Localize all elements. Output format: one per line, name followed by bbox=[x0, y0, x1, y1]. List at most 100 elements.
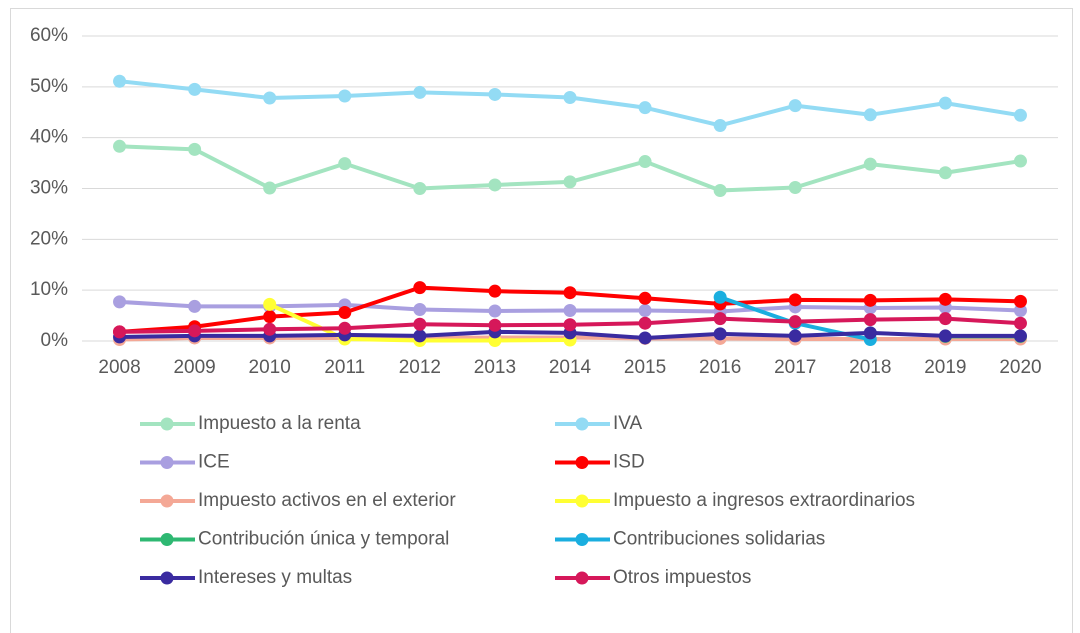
legend-marker bbox=[160, 571, 174, 585]
data-point bbox=[113, 295, 127, 309]
y-tick-label: 60% bbox=[30, 25, 68, 46]
data-point bbox=[188, 324, 202, 338]
data-point bbox=[788, 329, 802, 343]
data-point bbox=[863, 293, 877, 307]
data-point bbox=[413, 317, 427, 331]
data-point bbox=[113, 139, 127, 153]
data-point bbox=[713, 327, 727, 341]
data-point bbox=[938, 96, 952, 110]
legend-marker bbox=[575, 417, 589, 431]
data-point bbox=[338, 157, 352, 171]
data-point bbox=[188, 82, 202, 96]
data-point bbox=[638, 316, 652, 330]
legend-label: Impuesto activos en el exterior bbox=[198, 490, 456, 511]
data-point bbox=[788, 293, 802, 307]
data-point bbox=[413, 281, 427, 295]
legend-marker bbox=[575, 494, 589, 508]
data-point bbox=[1013, 154, 1027, 168]
data-point bbox=[638, 101, 652, 115]
data-point bbox=[338, 321, 352, 335]
data-point bbox=[413, 182, 427, 195]
data-point bbox=[1013, 304, 1027, 317]
data-point bbox=[413, 302, 427, 316]
x-tick-label: 2017 bbox=[774, 357, 816, 378]
legend-label: Contribuciones solidarias bbox=[613, 529, 825, 550]
x-tick-label: 2012 bbox=[399, 357, 441, 378]
data-point bbox=[713, 184, 727, 198]
data-point bbox=[413, 85, 427, 99]
data-point bbox=[488, 87, 502, 101]
data-point bbox=[863, 326, 877, 340]
legend-marker bbox=[160, 494, 174, 508]
x-tick-label: 2015 bbox=[624, 357, 666, 378]
data-point bbox=[1013, 108, 1027, 122]
data-point bbox=[488, 284, 502, 298]
data-point bbox=[638, 331, 652, 345]
data-point bbox=[938, 329, 952, 343]
legend-marker bbox=[160, 417, 174, 431]
data-point bbox=[638, 291, 652, 305]
legend-label: IVA bbox=[613, 413, 643, 434]
data-point bbox=[713, 312, 727, 326]
data-point bbox=[1013, 329, 1027, 343]
data-point bbox=[338, 89, 352, 103]
data-point bbox=[563, 91, 577, 105]
data-point bbox=[863, 313, 877, 327]
data-point bbox=[188, 299, 202, 313]
data-point bbox=[563, 175, 577, 189]
data-point bbox=[713, 118, 727, 132]
x-tick-label: 2020 bbox=[999, 357, 1041, 378]
y-tick-label: 10% bbox=[30, 279, 68, 300]
legend-marker bbox=[160, 456, 174, 469]
x-tick-label: 2010 bbox=[249, 357, 291, 378]
y-tick-label: 20% bbox=[30, 228, 68, 249]
data-point bbox=[263, 181, 277, 195]
data-point bbox=[488, 318, 502, 332]
data-point bbox=[938, 292, 952, 306]
legend-marker bbox=[575, 571, 589, 585]
x-tick-label: 2009 bbox=[173, 357, 215, 378]
data-point bbox=[113, 74, 127, 88]
legend-marker bbox=[160, 533, 174, 546]
data-point bbox=[938, 312, 952, 326]
legend-label: ICE bbox=[198, 452, 230, 473]
data-point bbox=[638, 304, 652, 317]
data-point bbox=[638, 155, 652, 169]
y-tick-label: 50% bbox=[30, 76, 68, 97]
x-tick-label: 2019 bbox=[924, 357, 966, 378]
legend-marker bbox=[575, 456, 589, 469]
y-tick-label: 40% bbox=[30, 127, 68, 148]
data-point bbox=[563, 304, 577, 317]
data-point bbox=[263, 310, 277, 324]
y-tick-label: 0% bbox=[41, 330, 69, 351]
x-tick-label: 2013 bbox=[474, 357, 516, 378]
chart-border bbox=[10, 8, 1073, 633]
x-tick-label: 2014 bbox=[549, 357, 592, 378]
data-point bbox=[1013, 316, 1027, 330]
legend-label: Contribución única y temporal bbox=[198, 529, 449, 550]
data-point bbox=[413, 329, 427, 343]
data-point bbox=[263, 297, 277, 311]
data-point bbox=[488, 178, 502, 192]
data-point bbox=[488, 304, 502, 318]
data-point bbox=[788, 315, 802, 329]
data-point bbox=[263, 322, 277, 336]
data-point bbox=[713, 290, 727, 304]
data-point bbox=[1013, 294, 1027, 308]
data-point bbox=[188, 142, 202, 156]
data-point bbox=[788, 180, 802, 194]
legend-label: Intereses y multas bbox=[198, 567, 352, 588]
data-point bbox=[263, 91, 277, 105]
data-point bbox=[788, 99, 802, 113]
data-point bbox=[938, 166, 952, 180]
legend-label: ISD bbox=[613, 452, 645, 473]
data-point bbox=[338, 306, 352, 320]
legend-label: Otros impuestos bbox=[613, 567, 751, 588]
legend-label: Impuesto a la renta bbox=[198, 413, 361, 434]
data-point bbox=[863, 108, 877, 122]
x-tick-label: 2008 bbox=[98, 357, 140, 378]
data-point bbox=[113, 325, 127, 339]
legend-marker bbox=[575, 533, 589, 546]
legend-label: Impuesto a ingresos extraordinarios bbox=[613, 490, 915, 511]
x-tick-label: 2016 bbox=[699, 357, 741, 378]
